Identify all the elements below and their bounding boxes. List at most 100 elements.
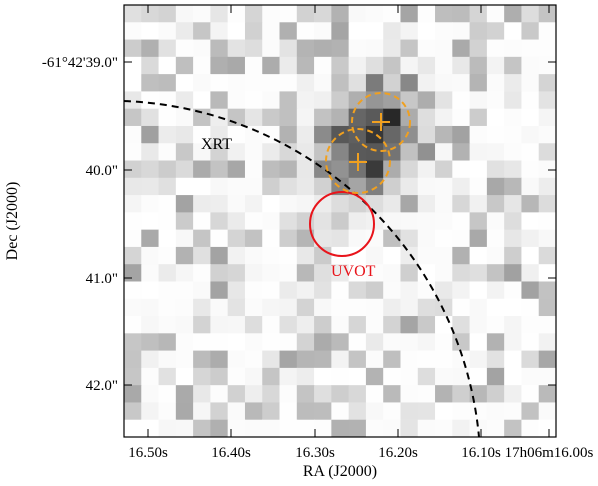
image-pixel — [383, 385, 402, 404]
image-pixel — [193, 5, 211, 23]
image-pixel — [175, 350, 194, 369]
image-pixel — [365, 56, 384, 75]
image-pixel — [521, 177, 540, 196]
image-pixel — [521, 22, 540, 41]
image-pixel — [504, 125, 523, 144]
image-pixel — [314, 402, 332, 421]
image-pixel — [521, 402, 540, 421]
x-tick-label: 17h06m16.00s — [505, 445, 594, 461]
image-pixel — [383, 316, 402, 334]
image-pixel — [504, 160, 523, 179]
image-pixel — [262, 177, 281, 196]
image-pixel — [383, 108, 402, 127]
image-pixel — [452, 298, 471, 317]
image-pixel — [538, 160, 556, 179]
image-pixel — [158, 419, 177, 437]
image-pixel — [262, 143, 281, 162]
image-pixel — [175, 367, 194, 386]
image-pixel — [227, 367, 246, 386]
image-pixel — [348, 212, 367, 231]
image-pixel — [469, 143, 488, 162]
image-pixel — [417, 5, 436, 23]
image-pixel — [365, 281, 384, 300]
image-pixel — [435, 39, 453, 58]
image-pixel — [521, 91, 540, 110]
plot-frame — [123, 4, 557, 438]
image-pixel — [469, 56, 488, 75]
image-pixel — [538, 39, 556, 58]
image-pixel — [279, 385, 298, 404]
xrt-label: XRT — [201, 136, 232, 153]
image-pixel — [365, 5, 384, 23]
image-pixel — [227, 195, 246, 213]
y-tick-label: 41.0" — [86, 271, 118, 287]
image-pixel — [348, 281, 367, 300]
image-pixel — [469, 91, 488, 110]
image-pixel — [279, 39, 298, 58]
image-pixel — [400, 212, 419, 231]
x-ticks — [147, 5, 550, 437]
image-pixel — [158, 143, 177, 162]
image-pixel — [486, 74, 505, 92]
image-pixel — [435, 402, 453, 421]
image-pixel — [469, 333, 488, 352]
image-pixel — [504, 246, 523, 265]
image-pixel — [452, 419, 471, 437]
image-pixel — [365, 333, 384, 352]
image-pixel — [365, 39, 384, 58]
image-pixel — [227, 22, 246, 41]
image-pixel — [435, 316, 453, 334]
image-pixel — [158, 402, 177, 421]
image-pixel — [210, 419, 229, 437]
image-pixel — [210, 125, 229, 144]
image-pixel — [365, 419, 384, 437]
image-pixel — [175, 125, 194, 144]
image-pixel — [383, 22, 402, 41]
image-pixel — [244, 177, 263, 196]
image-pixel — [400, 39, 419, 58]
image-pixel — [331, 212, 350, 231]
image-pixel — [504, 5, 523, 23]
image-pixel — [417, 402, 436, 421]
image-pixel — [175, 5, 194, 23]
image-pixel — [262, 74, 281, 92]
image-pixel — [521, 350, 540, 369]
image-pixel — [141, 246, 160, 265]
image-pixel — [331, 350, 350, 369]
image-pixel — [175, 229, 194, 248]
image-pixel — [469, 419, 488, 437]
image-pixel — [486, 160, 505, 179]
image-pixel — [193, 22, 211, 41]
image-pixel — [486, 5, 505, 23]
image-pixel — [400, 108, 419, 127]
image-pixel — [538, 143, 556, 162]
image-pixel — [296, 264, 315, 283]
image-pixel — [244, 91, 263, 110]
image-pixel — [521, 316, 540, 334]
image-pixel — [296, 91, 315, 110]
image-pixel — [331, 91, 350, 110]
image-pixel — [348, 264, 367, 283]
image-pixel — [296, 39, 315, 58]
image-pixel — [210, 143, 229, 162]
image-pixel — [486, 350, 505, 369]
image-pixel — [279, 264, 298, 283]
image-pixel — [279, 22, 298, 41]
image-pixel — [400, 74, 419, 92]
image-pixel — [538, 385, 556, 404]
image-pixel — [538, 264, 556, 283]
image-pixel — [141, 74, 160, 92]
image-pixel — [417, 91, 436, 110]
image-pixel — [383, 246, 402, 265]
image-pixel — [314, 350, 332, 369]
image-pixel — [504, 39, 523, 58]
image-pixel — [175, 333, 194, 352]
image-pixel — [262, 195, 281, 213]
image-pixel — [538, 316, 556, 334]
image-pixel — [417, 367, 436, 386]
image-pixel — [193, 264, 211, 283]
image-pixel — [141, 56, 160, 75]
image-pixel — [244, 281, 263, 300]
image-pixel — [348, 419, 367, 437]
image-pixel — [158, 350, 177, 369]
